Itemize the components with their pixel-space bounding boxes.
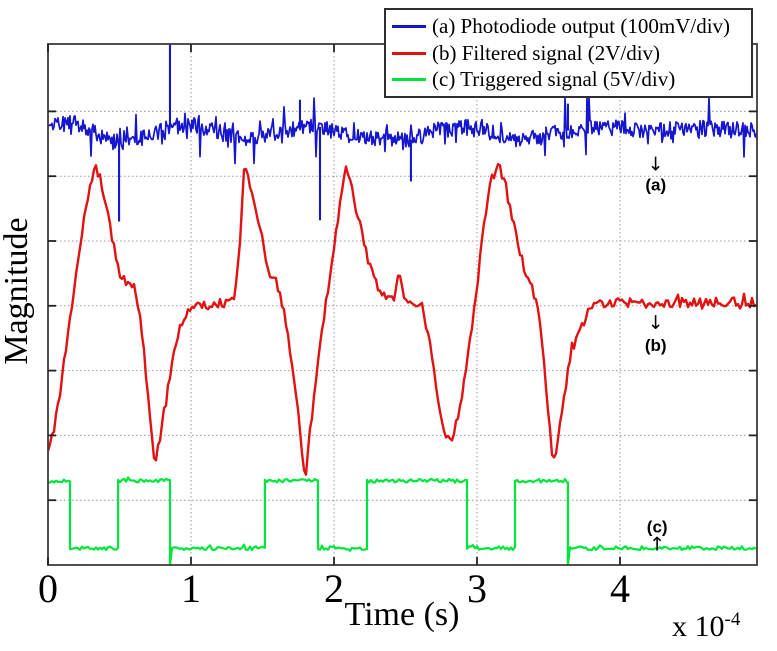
x-tick-label: 2 (324, 566, 344, 611)
annotation-arrow-c: ↑ (649, 534, 665, 556)
series-filtered-trace (48, 162, 757, 476)
annotation-label-c: (c) (647, 518, 668, 537)
annotation-label-a: (a) (645, 175, 666, 194)
legend-item-label: (a) Photodiode output (100mV/div) (432, 13, 731, 38)
annotation-label-b: (b) (645, 336, 667, 355)
x-axis-label: Time (s) (344, 596, 460, 633)
legend-item-filtered: (b) Filtered signal (2V/div) (386, 40, 751, 65)
legend-line-sample-a (392, 24, 426, 28)
x-tick-label: 0 (38, 566, 58, 611)
legend-item-label: (c) Triggered signal (5V/div) (432, 67, 676, 92)
legend: (a) Photodiode output (100mV/div) (b) Fi… (384, 8, 753, 98)
series-triggered-trace (48, 476, 757, 565)
legend-line-sample-c (392, 78, 426, 82)
x-axis-multiplier: x 10-4 (672, 610, 740, 644)
y-axis-label: Magnitude (0, 217, 35, 365)
x-axis-multiplier-exponent: -4 (724, 609, 741, 630)
legend-item-triggered: (c) Triggered signal (5V/div) (386, 69, 751, 90)
x-tick-label: 1 (181, 566, 201, 611)
legend-line-sample-b (392, 51, 426, 55)
x-tick-label: 3 (467, 566, 487, 611)
series-photodiode-trace (48, 94, 757, 165)
legend-item-photodiode: (a) Photodiode output (100mV/div) (386, 13, 751, 38)
annotation-arrow-b: ↓ (648, 312, 664, 334)
series-group (48, 44, 757, 565)
legend-item-label: (b) Filtered signal (2V/div) (432, 40, 661, 65)
annotation-arrow-a: ↓ (648, 153, 664, 175)
x-axis-multiplier-base: x 10 (672, 610, 725, 643)
x-tick-label: 4 (610, 566, 630, 611)
